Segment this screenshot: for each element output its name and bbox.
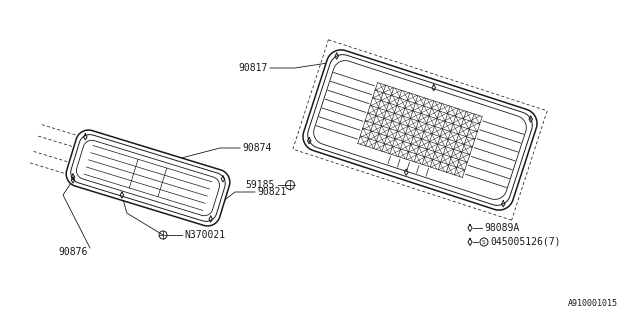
Polygon shape	[66, 130, 230, 226]
Text: 045005126(7): 045005126(7)	[490, 237, 561, 247]
Text: 90817: 90817	[239, 63, 268, 73]
Text: 90876: 90876	[59, 247, 88, 257]
Text: 90821: 90821	[257, 187, 286, 197]
Polygon shape	[303, 50, 537, 210]
Text: S: S	[482, 239, 486, 244]
Text: A910001015: A910001015	[568, 299, 618, 308]
Text: 98089A: 98089A	[484, 223, 519, 233]
Text: 90874: 90874	[242, 143, 271, 153]
Text: N370021: N370021	[184, 230, 225, 240]
Text: 59185: 59185	[246, 180, 275, 190]
